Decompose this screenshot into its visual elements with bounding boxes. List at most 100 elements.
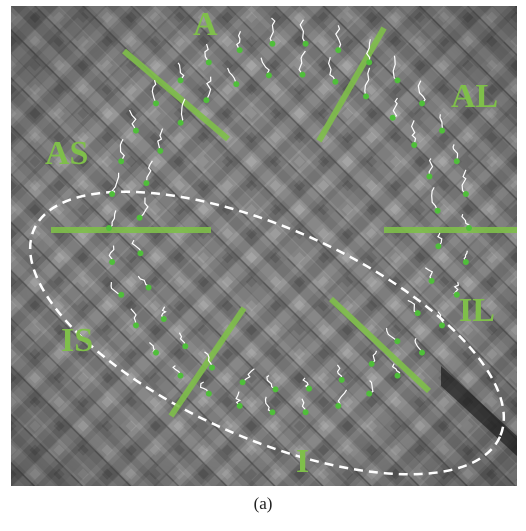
tracked-point-marker: [133, 127, 139, 134]
point-trajectory: [128, 109, 137, 131]
tracked-point-marker: [366, 390, 373, 397]
tracked-point-marker: [143, 180, 150, 187]
tracked-point-marker: [389, 114, 396, 121]
tracked-point-marker: [118, 291, 125, 298]
point-trajectory: [431, 187, 439, 212]
tracked-point-marker: [177, 119, 184, 126]
point-trajectory: [392, 97, 398, 119]
point-trajectory: [299, 19, 307, 45]
tracked-point-marker: [269, 40, 276, 47]
point-trajectory: [461, 169, 467, 195]
point-trajectory: [264, 396, 273, 413]
tracked-point-marker: [335, 47, 342, 54]
point-trajectory: [452, 144, 459, 162]
tracked-point-marker: [428, 277, 435, 284]
divider-line-inferior-inferolateral: [328, 296, 432, 394]
point-trajectory: [424, 267, 434, 282]
tracked-point-marker: [338, 376, 345, 383]
tracked-point-marker: [306, 385, 313, 392]
tracked-point-marker: [106, 225, 112, 231]
region-ellipse: [28, 190, 506, 476]
tracked-point-marker: [394, 338, 401, 345]
tracked-point-marker: [239, 379, 246, 386]
point-trajectory: [177, 62, 185, 81]
label-inferoseptal: IS: [61, 322, 93, 359]
tracked-point-marker: [466, 225, 472, 231]
tracked-point-marker: [177, 77, 184, 84]
label-anterior: A: [193, 6, 218, 43]
tracked-point-trajectories: [106, 17, 472, 416]
tracked-point-marker: [394, 372, 401, 379]
tracked-point-marker: [419, 100, 425, 107]
point-trajectory: [298, 50, 306, 75]
tracked-point-marker: [160, 316, 167, 322]
tracked-point-marker: [203, 97, 210, 104]
point-trajectory: [145, 160, 153, 184]
point-trajectory: [410, 120, 417, 146]
figure-caption: (a): [253, 494, 273, 513]
point-trajectory: [204, 351, 213, 368]
point-trajectory: [235, 391, 242, 407]
tracked-point-marker: [233, 81, 240, 88]
point-trajectory: [108, 210, 117, 229]
tracked-point-marker: [363, 93, 369, 100]
tracked-point-marker: [435, 243, 442, 250]
point-trajectory: [366, 39, 371, 63]
tracked-point-marker: [411, 142, 418, 148]
point-trajectory: [266, 375, 276, 390]
point-trajectory: [392, 55, 398, 81]
point-trajectory: [364, 67, 371, 97]
point-trajectory: [368, 380, 374, 395]
tracked-point-marker: [236, 402, 243, 409]
point-trajectory: [205, 76, 212, 101]
point-trajectory: [269, 17, 276, 45]
tracked-point-marker: [462, 191, 469, 197]
tracked-point-marker: [153, 100, 159, 107]
tracked-point-marker: [182, 343, 189, 350]
tracked-point-marker: [419, 349, 425, 356]
tracked-point-marker: [157, 147, 164, 154]
point-trajectory: [327, 56, 336, 82]
tracked-point-marker: [462, 259, 469, 265]
tracked-point-marker: [302, 40, 309, 47]
tracked-point-marker: [109, 191, 116, 197]
tracked-point-marker: [209, 364, 215, 371]
divider-line-anterior-anterolateral: [316, 26, 387, 143]
divider-line-anterior-anteroseptal: [122, 48, 230, 142]
tracked-point-marker: [335, 402, 342, 409]
tracked-point-marker: [145, 284, 152, 291]
point-trajectory: [110, 282, 122, 296]
point-trajectory: [242, 368, 255, 383]
tracked-point-marker: [394, 77, 401, 84]
point-trajectory: [371, 350, 378, 365]
tracked-point-marker: [137, 250, 144, 257]
segment-dividers: [51, 26, 517, 418]
tracked-point-marker: [414, 310, 421, 317]
point-trajectory: [463, 250, 468, 263]
tracked-point-marker: [177, 372, 184, 379]
point-trajectory: [199, 381, 210, 394]
point-trajectory: [336, 364, 343, 380]
tracked-point-marker: [453, 158, 460, 165]
tracked-point-marker: [302, 409, 309, 416]
point-trajectory: [236, 31, 242, 51]
tracked-point-marker: [118, 158, 125, 165]
tracked-point-marker: [299, 71, 306, 78]
label-anterolateral: AL: [451, 78, 498, 115]
background-vignette: [11, 6, 517, 486]
tracked-point-marker: [236, 47, 243, 54]
tracked-point-marker: [205, 390, 212, 397]
tracked-point-marker: [426, 173, 433, 180]
point-trajectory: [437, 232, 443, 247]
point-trajectory: [151, 80, 157, 104]
dark-streak: [441, 366, 517, 456]
tracked-point-marker: [269, 409, 276, 416]
tracked-point-marker: [265, 72, 272, 79]
tracked-point-marker: [153, 349, 159, 356]
tracked-point-marker: [133, 322, 139, 329]
point-trajectory: [335, 25, 342, 51]
tracked-point-marker: [109, 259, 116, 265]
point-trajectory: [302, 377, 310, 390]
tracked-point-marker: [439, 127, 445, 134]
tracked-point-marker: [136, 214, 143, 221]
